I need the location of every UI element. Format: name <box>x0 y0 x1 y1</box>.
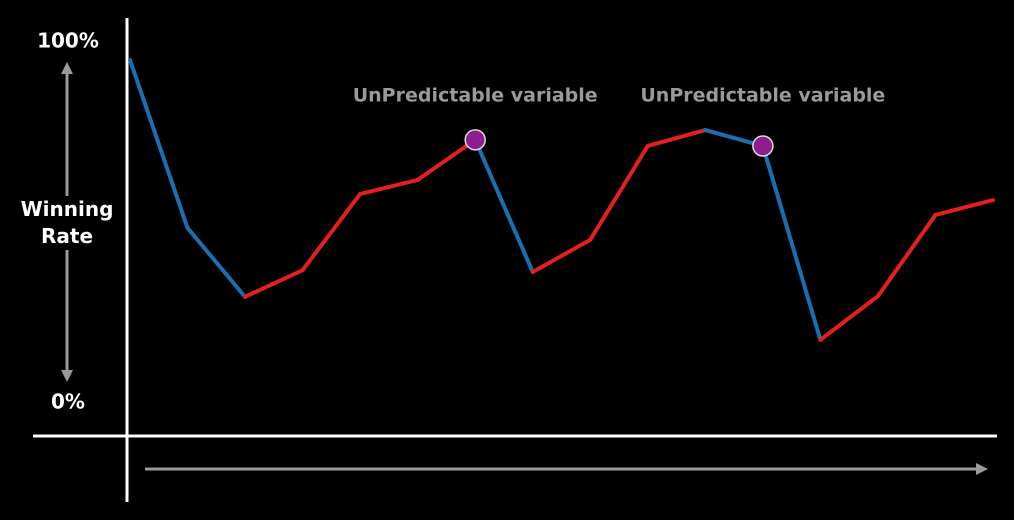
line-segment <box>300 191 363 273</box>
y-tick-label: 0% <box>51 390 85 414</box>
highlight-marker <box>464 129 486 151</box>
line-segment <box>818 294 880 342</box>
y-axis-label: Winning Rate <box>17 196 117 250</box>
annotation: UnPredictable variable <box>353 85 598 107</box>
line-segment <box>875 212 938 299</box>
y-tick-label: 100% <box>37 29 99 53</box>
line-segment <box>645 128 708 148</box>
line-segment <box>933 198 995 217</box>
line-segment <box>185 225 248 299</box>
line-segment <box>760 143 823 342</box>
line-segment <box>415 137 478 182</box>
line-segment <box>243 268 305 299</box>
annotation: UnPredictable variable <box>640 85 885 107</box>
line-segment <box>358 177 420 196</box>
line-segment <box>473 137 535 274</box>
line-segment <box>588 143 650 242</box>
line-segment <box>128 58 190 230</box>
line-segment <box>530 237 593 274</box>
highlight-marker <box>752 135 774 157</box>
